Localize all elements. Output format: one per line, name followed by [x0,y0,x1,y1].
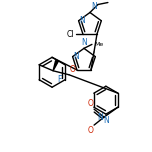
Text: Me: Me [94,42,103,47]
Polygon shape [53,61,59,71]
Text: F: F [58,75,62,84]
Text: N: N [97,113,103,122]
Text: O: O [87,126,93,135]
Text: N: N [80,16,85,25]
Text: O: O [87,99,93,108]
Text: N: N [91,2,97,12]
Text: Cl: Cl [66,30,74,39]
Text: N: N [103,116,109,125]
Text: O: O [70,65,76,74]
Text: N: N [74,52,79,61]
Text: N: N [81,38,87,47]
